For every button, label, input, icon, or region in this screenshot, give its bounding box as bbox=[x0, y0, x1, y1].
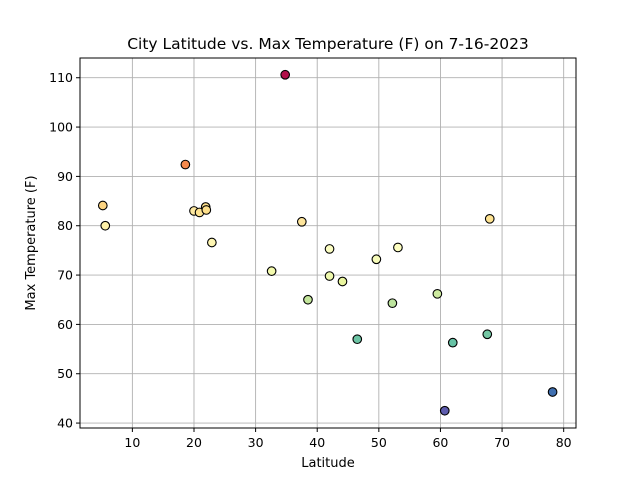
x-tick-label: 70 bbox=[494, 435, 510, 450]
data-point bbox=[324, 271, 335, 281]
data-point bbox=[303, 294, 313, 305]
data-point bbox=[352, 334, 363, 345]
data-point bbox=[482, 329, 493, 340]
data-point bbox=[100, 220, 111, 231]
data-point bbox=[296, 216, 307, 227]
y-axis-ticks: 40 50 60 70 80 90 100 110 bbox=[49, 70, 80, 431]
data-point bbox=[484, 213, 495, 224]
data-point bbox=[97, 200, 108, 211]
data-point bbox=[337, 276, 348, 287]
points-layer bbox=[97, 69, 558, 416]
data-point bbox=[201, 205, 212, 215]
data-point bbox=[324, 244, 335, 254]
data-point bbox=[439, 405, 450, 416]
data-point bbox=[387, 298, 398, 309]
x-tick-label: 40 bbox=[309, 435, 325, 450]
data-point bbox=[371, 254, 382, 265]
data-point bbox=[266, 266, 277, 276]
y-tick-label: 110 bbox=[49, 70, 73, 85]
x-tick-label: 10 bbox=[124, 435, 140, 450]
y-tick-label: 100 bbox=[49, 120, 73, 135]
data-point bbox=[547, 387, 558, 397]
data-point bbox=[280, 69, 291, 80]
plot-frame bbox=[79, 57, 577, 429]
data-point bbox=[207, 237, 217, 248]
x-tick-label: 20 bbox=[186, 435, 202, 450]
y-tick-label: 40 bbox=[57, 416, 73, 431]
chart-title: City Latitude vs. Max Temperature (F) on… bbox=[127, 35, 529, 53]
y-tick-label: 60 bbox=[57, 317, 73, 332]
data-point bbox=[393, 242, 403, 253]
y-axis-label: Max Temperature (F) bbox=[24, 175, 39, 310]
data-point bbox=[180, 159, 191, 170]
x-axis-ticks: 10 20 30 40 50 60 70 80 bbox=[124, 428, 572, 450]
x-axis-label: Latitude bbox=[301, 456, 355, 471]
grid-layer bbox=[80, 58, 576, 428]
y-tick-label: 50 bbox=[57, 366, 73, 381]
data-point bbox=[447, 337, 458, 348]
x-tick-label: 60 bbox=[432, 435, 448, 450]
y-tick-label: 90 bbox=[57, 169, 73, 184]
x-tick-label: 80 bbox=[556, 435, 572, 450]
x-tick-label: 30 bbox=[248, 435, 264, 450]
x-tick-label: 50 bbox=[371, 435, 387, 450]
y-tick-label: 70 bbox=[57, 268, 73, 283]
data-point bbox=[432, 288, 443, 299]
y-tick-label: 80 bbox=[57, 218, 73, 233]
